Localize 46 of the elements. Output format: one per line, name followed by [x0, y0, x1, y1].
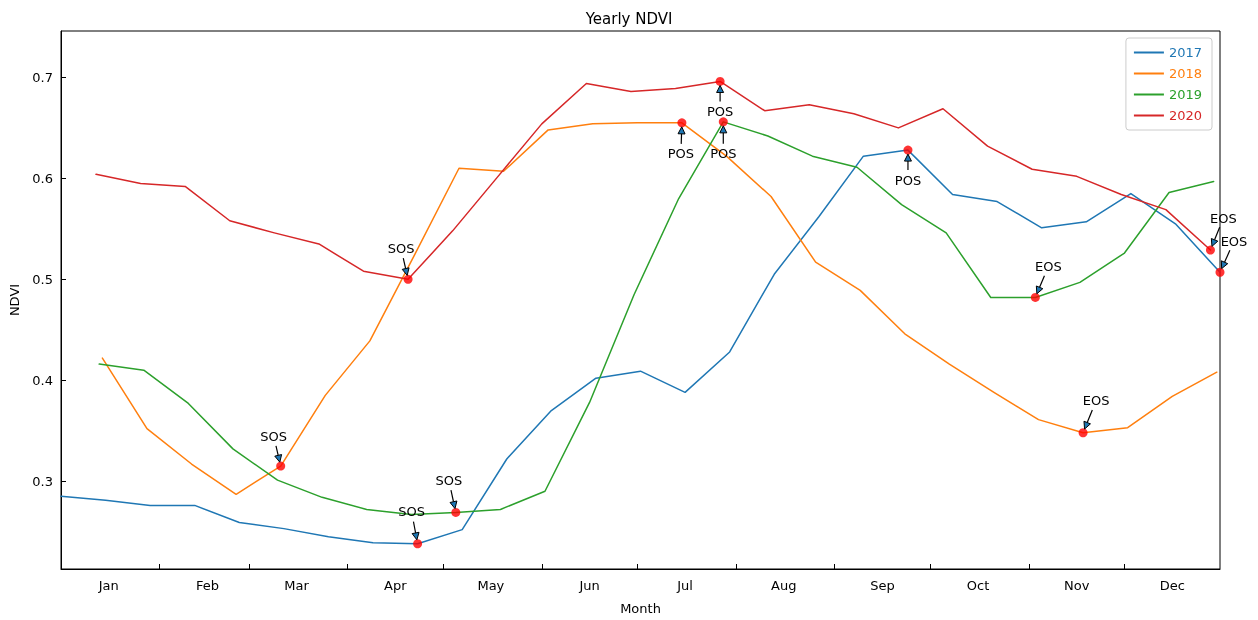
point [403, 274, 413, 284]
legend-label: 2019 [1168, 87, 1203, 102]
point [718, 117, 728, 127]
x-axis-title: Month [620, 601, 661, 616]
x-tick-label: May [477, 578, 505, 593]
point [276, 461, 286, 471]
annotation: POS [706, 103, 734, 119]
annotation: EOS [1220, 233, 1248, 249]
point [715, 76, 725, 86]
x-tick-label: Oct [966, 578, 990, 593]
y-tick-label: 0.7 [32, 69, 53, 85]
legend-label: 2017 [1168, 45, 1203, 60]
point [1078, 428, 1088, 438]
point [903, 145, 913, 155]
y-tick-label: 0.4 [32, 372, 53, 388]
annotation: EOS [1210, 210, 1237, 226]
legend-label: 2018 [1168, 66, 1203, 81]
x-tick-label: Mar [284, 578, 310, 593]
x-tick-label: Feb [195, 578, 219, 593]
point [413, 539, 423, 549]
legend-label: 2020 [1168, 108, 1203, 123]
annotation: SOS [435, 472, 463, 488]
y-tick-label: 0.6 [32, 170, 53, 186]
point [1205, 245, 1215, 255]
annotation: POS [667, 146, 695, 162]
x-tick-label: Dec [1159, 578, 1185, 593]
x-tick-label: Apr [384, 578, 408, 593]
point [677, 118, 687, 128]
x-tick-label: Jan [97, 578, 119, 593]
annotation: EOS [1034, 258, 1062, 274]
x-tick-label: Jul [676, 578, 693, 593]
point [1030, 292, 1040, 302]
point [1215, 267, 1225, 277]
annotation: EOS [1082, 393, 1110, 409]
y-tick-label: 0.5 [32, 271, 53, 287]
x-tick-label: Jun [578, 578, 600, 593]
x-tick-label: Aug [771, 578, 797, 593]
x-tick-label: Nov [1064, 578, 1090, 593]
y-tick-label: 0.3 [32, 473, 53, 489]
annotation: POS [894, 172, 922, 188]
annotation: SOS [260, 428, 288, 444]
x-tick-label: Sep [870, 578, 895, 593]
y-axis-title: NDVI [7, 283, 22, 317]
point [451, 507, 461, 517]
annotation: SOS [387, 240, 415, 256]
chart-title: Yearly NDVI [584, 9, 673, 28]
